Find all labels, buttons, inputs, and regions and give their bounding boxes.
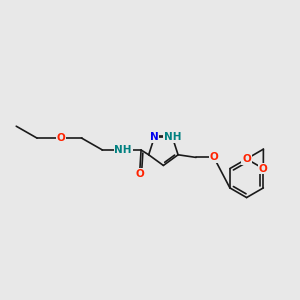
Text: O: O <box>259 164 268 174</box>
Text: O: O <box>209 152 218 162</box>
Text: NH: NH <box>115 145 132 155</box>
Text: O: O <box>242 154 251 164</box>
Text: NH: NH <box>164 133 181 142</box>
Text: O: O <box>135 169 144 179</box>
Text: O: O <box>56 133 65 143</box>
Text: N: N <box>150 133 159 142</box>
